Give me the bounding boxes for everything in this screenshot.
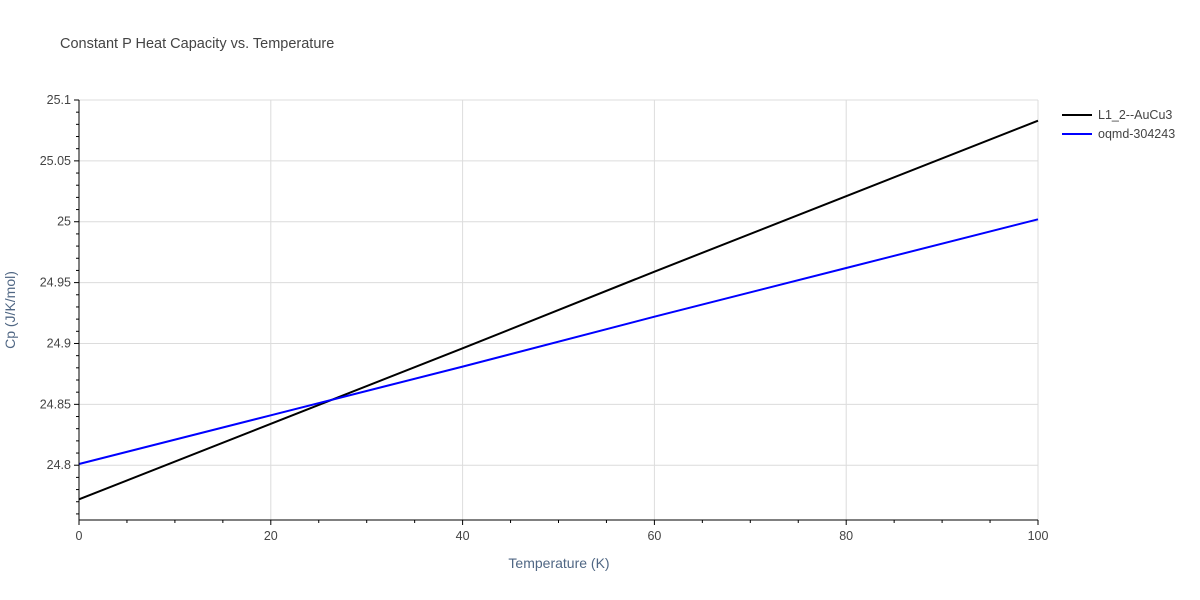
x-tick-label: 40 — [456, 529, 470, 543]
grid — [79, 99, 1039, 520]
y-tick-label: 24.85 — [40, 397, 71, 411]
series-line-1 — [78, 218, 1039, 465]
x-tick-label: 60 — [647, 529, 661, 543]
y-axis-title: Cp (J/K/mol) — [2, 271, 18, 349]
legend: L1_2--AuCu3 oqmd-304243 — [1062, 108, 1175, 141]
x-tick-label: 0 — [76, 529, 83, 543]
y-tick-label: 25.05 — [40, 154, 71, 168]
series-layer — [78, 119, 1039, 501]
y-tick-label: 25 — [57, 215, 71, 229]
chart-title: Constant P Heat Capacity vs. Temperature — [60, 36, 335, 52]
x-tick-label: 100 — [1028, 529, 1049, 543]
x-tick-label: 20 — [264, 529, 278, 543]
y-tick-label: 24.8 — [47, 458, 71, 472]
y-tick-label: 25.1 — [47, 93, 71, 107]
y-tick-label: 24.9 — [47, 336, 71, 350]
y-tick-label: 24.95 — [40, 276, 71, 290]
ticks: 0 20 40 60 80 100 24.8 24.85 24.9 24.95 25 25.05 25.… — [40, 93, 1049, 543]
legend-label-1: oqmd-304243 — [1098, 127, 1175, 141]
series-line-0 — [78, 119, 1039, 501]
legend-label-0: L1_2--AuCu3 — [1098, 108, 1172, 122]
x-tick-label: 80 — [839, 529, 853, 543]
x-axis-title: Temperature (K) — [508, 555, 609, 571]
